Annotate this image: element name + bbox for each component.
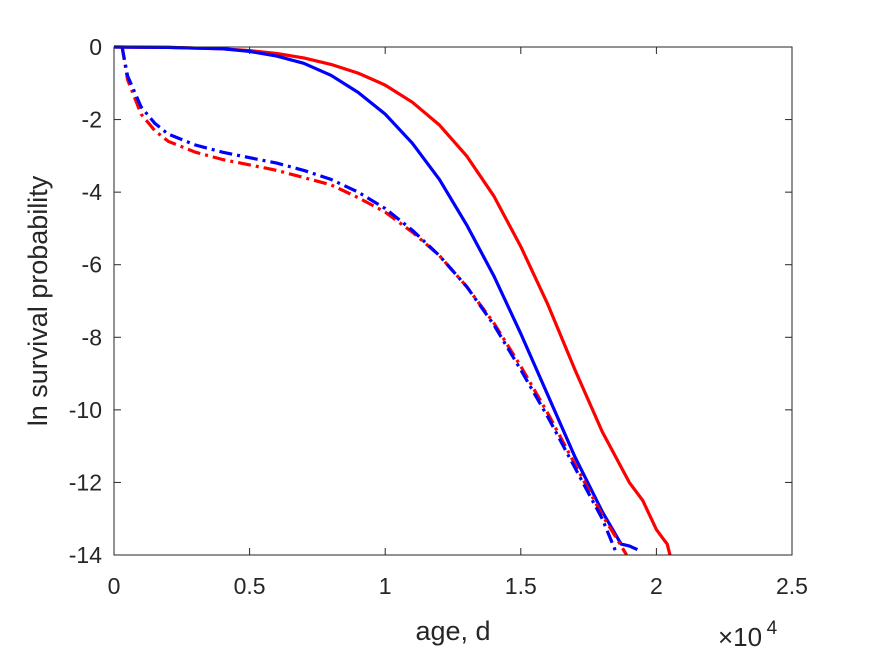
y-tick-label: -10 xyxy=(69,397,102,423)
x-exponent-base: ×10 xyxy=(718,622,762,652)
x-tick-label: 2 xyxy=(650,573,663,599)
y-tick-label: -12 xyxy=(69,469,102,495)
x-exponent-power: 4 xyxy=(767,618,778,639)
series-line-1 xyxy=(114,45,672,555)
series-line-4 xyxy=(120,46,618,553)
x-axis-exponent-label: ×10 4 xyxy=(718,618,778,652)
x-axis-label: age, d xyxy=(415,616,490,646)
y-tick-label: 0 xyxy=(89,34,102,60)
plot-frame xyxy=(113,46,793,556)
x-tick-label: 1.5 xyxy=(505,573,537,599)
series-line-3 xyxy=(120,46,628,555)
x-tick-label: 2.5 xyxy=(776,573,808,599)
x-tick-label: 0 xyxy=(108,573,121,599)
y-tick-label: -2 xyxy=(82,107,102,133)
y-tick-label: -4 xyxy=(82,179,103,205)
y-tick-label: -8 xyxy=(82,324,102,350)
y-tick-label: -14 xyxy=(69,542,102,568)
y-tick-label: -6 xyxy=(82,252,102,278)
x-tick-label: 0.5 xyxy=(234,573,266,599)
x-tick-label: 1 xyxy=(379,573,392,599)
series-layer xyxy=(114,45,672,555)
ticks-layer: 0 0.5 1 1.5 2 2.5 0 -2 -4 -6 -8 -10 -12 -14 xyxy=(69,34,808,599)
series-line-2 xyxy=(114,45,639,552)
y-axis-label: ln survival probability xyxy=(23,175,53,426)
